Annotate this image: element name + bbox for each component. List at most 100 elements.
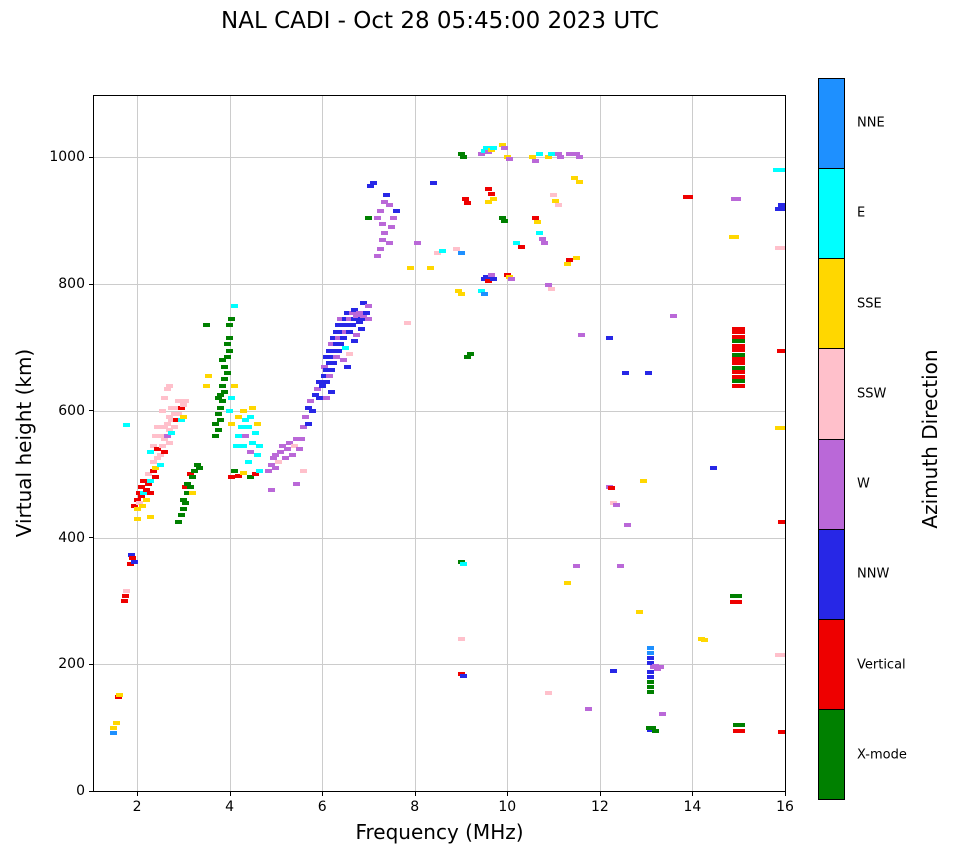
data-point-X bbox=[214, 412, 222, 417]
data-point-E bbox=[253, 453, 261, 458]
data-point-W bbox=[487, 272, 495, 277]
data-point-SSW bbox=[163, 386, 171, 391]
data-point-X bbox=[499, 215, 507, 220]
data-point-W bbox=[355, 310, 363, 315]
data-point-X bbox=[457, 559, 465, 564]
colorbar-segment-nne bbox=[819, 79, 844, 169]
data-point-V bbox=[120, 598, 128, 603]
data-point-V bbox=[161, 450, 169, 455]
data-point-NNW bbox=[325, 348, 333, 353]
data-point-SSE bbox=[563, 581, 571, 586]
data-point-X bbox=[216, 405, 224, 410]
colorbar-segment-x-mode bbox=[819, 708, 844, 799]
data-point-SSW bbox=[158, 443, 166, 448]
data-point-W bbox=[506, 156, 514, 161]
data-point-SSW bbox=[179, 402, 187, 407]
data-point-X bbox=[212, 421, 220, 426]
data-point-X bbox=[228, 317, 236, 322]
data-point-E bbox=[439, 248, 446, 253]
data-point-NNW bbox=[327, 355, 335, 360]
data-point-NNW bbox=[344, 364, 352, 369]
data-point-SSE bbox=[575, 179, 583, 184]
data-point-SSW bbox=[290, 443, 298, 448]
gridline-vertical bbox=[414, 96, 416, 791]
data-point-X bbox=[732, 365, 746, 370]
data-point-W bbox=[341, 329, 349, 334]
data-point-NNW bbox=[304, 405, 312, 410]
data-point-NNW bbox=[323, 380, 331, 385]
data-point-E bbox=[773, 168, 785, 173]
data-point-E bbox=[235, 434, 243, 439]
data-point-SSE bbox=[455, 288, 463, 293]
colorbar-label-w: W bbox=[857, 476, 870, 492]
data-point-X bbox=[645, 725, 656, 730]
x-tick-label: 12 bbox=[590, 799, 609, 815]
colorbar-segment-nnw bbox=[819, 528, 844, 619]
data-point-SSW bbox=[175, 412, 183, 417]
data-point-E bbox=[177, 418, 185, 423]
data-point-X bbox=[230, 469, 238, 474]
x-tick-label: 10 bbox=[498, 799, 517, 815]
data-point-SSE bbox=[545, 155, 553, 160]
data-point-X bbox=[191, 469, 199, 474]
data-point-X bbox=[459, 155, 467, 160]
data-point-SSW bbox=[404, 321, 412, 326]
data-point-V bbox=[732, 356, 746, 361]
data-point-W bbox=[295, 446, 303, 451]
colorbar-label-x-mode: X-mode bbox=[857, 747, 907, 763]
data-point-X bbox=[184, 481, 192, 486]
data-point-NNW bbox=[337, 342, 345, 347]
data-point-SSE bbox=[552, 198, 560, 203]
data-point-SSW bbox=[434, 250, 442, 255]
data-point-X bbox=[202, 323, 210, 328]
data-point-W bbox=[293, 437, 301, 442]
data-point-SSE bbox=[700, 638, 708, 643]
data-point-X bbox=[647, 685, 655, 690]
data-point-W bbox=[360, 313, 368, 318]
data-point-E bbox=[249, 440, 257, 445]
data-point-X bbox=[732, 723, 745, 728]
data-point-W bbox=[320, 364, 328, 369]
data-point-NNW bbox=[337, 329, 345, 334]
data-point-W bbox=[323, 396, 331, 401]
data-point-V bbox=[126, 562, 134, 567]
gridline-vertical bbox=[599, 96, 601, 791]
data-point-V bbox=[172, 418, 180, 423]
data-point-NNW bbox=[482, 274, 490, 279]
data-point-E bbox=[489, 145, 497, 150]
data-point-NNE bbox=[480, 291, 488, 296]
data-point-SSW bbox=[547, 287, 555, 292]
data-point-SSW bbox=[165, 427, 173, 432]
data-point-NNW bbox=[330, 361, 338, 366]
data-point-E bbox=[244, 424, 252, 429]
x-tick-mark bbox=[137, 791, 139, 796]
data-point-W bbox=[265, 469, 273, 474]
y-tick-mark bbox=[89, 537, 94, 539]
data-point-V bbox=[464, 201, 472, 206]
data-point-V bbox=[531, 215, 539, 220]
colorbar-segment-vertical bbox=[819, 618, 844, 709]
data-point-SSE bbox=[142, 497, 150, 502]
data-point-V bbox=[517, 245, 525, 250]
data-point-X bbox=[651, 728, 659, 733]
data-point-SSE bbox=[506, 274, 514, 279]
data-point-X bbox=[214, 427, 222, 432]
y-tick-mark bbox=[89, 156, 94, 158]
data-point-SSE bbox=[230, 383, 238, 388]
y-tick-label: 1000 bbox=[49, 149, 85, 166]
data-point-NNW bbox=[346, 329, 354, 334]
data-point-V bbox=[607, 486, 615, 491]
data-point-NNW bbox=[369, 180, 377, 185]
data-point-E bbox=[140, 491, 148, 496]
data-point-X bbox=[212, 434, 220, 439]
data-point-SSW bbox=[145, 472, 153, 477]
x-tick-label: 16 bbox=[776, 799, 794, 815]
data-point-W bbox=[376, 247, 384, 252]
data-point-SSW bbox=[775, 652, 785, 657]
data-point-W bbox=[388, 225, 396, 230]
colorbar-segment-ssw bbox=[819, 348, 844, 439]
data-point-V bbox=[732, 374, 746, 379]
data-point-SSW bbox=[154, 424, 162, 429]
data-point-NNW bbox=[332, 342, 340, 347]
